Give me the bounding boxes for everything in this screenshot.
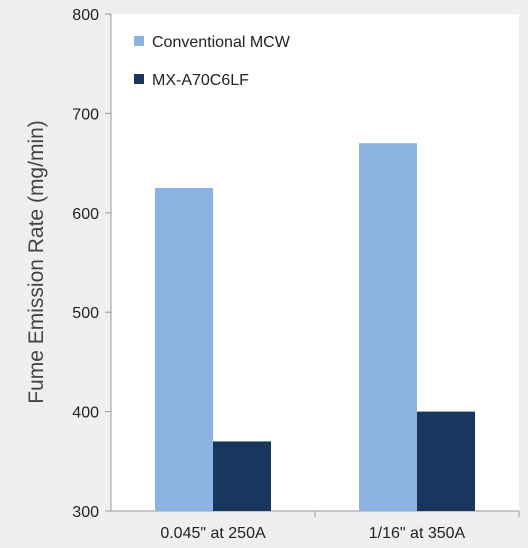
- x-category-label: 1/16" at 350A: [369, 525, 466, 542]
- y-tick-label: 500: [72, 305, 99, 322]
- x-axis-categories: 0.045" at 250A 1/16" at 350A: [160, 511, 520, 542]
- x-category-label: 0.045" at 250A: [160, 525, 266, 542]
- y-tick-label: 700: [72, 106, 99, 123]
- bar-mx-a70c6lf-1: [417, 411, 475, 511]
- y-tick-label: 400: [72, 405, 99, 422]
- legend-label: Conventional MCW: [152, 34, 291, 51]
- bars-group: [155, 143, 475, 511]
- bar-conventional-1: [359, 143, 417, 511]
- y-tick-label: 300: [72, 504, 99, 521]
- y-tick-label: 600: [72, 206, 99, 223]
- bar-conventional-0: [155, 187, 213, 511]
- y-tick-label: 800: [72, 7, 99, 24]
- legend-swatch: [134, 36, 144, 46]
- y-axis-label: Fume Emission Rate (mg/min): [25, 120, 48, 404]
- bar-mx-a70c6lf-0: [213, 441, 271, 511]
- legend-swatch: [134, 74, 144, 84]
- legend: Conventional MCW MX-A70C6LF: [134, 34, 291, 89]
- legend-label: MX-A70C6LF: [152, 72, 249, 89]
- y-axis-ticks: 300 400 500 600 700 800: [72, 7, 111, 521]
